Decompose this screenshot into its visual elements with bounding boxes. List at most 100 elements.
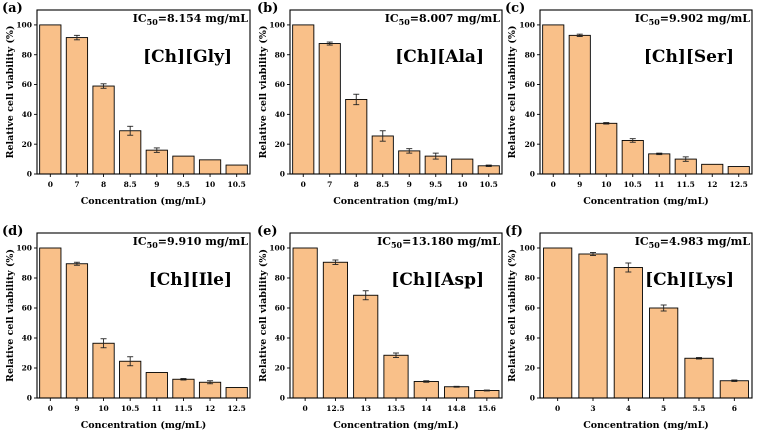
bar xyxy=(595,122,618,175)
y-tick-label: 60 xyxy=(275,304,285,313)
x-tick-label: 14 xyxy=(421,404,431,413)
bar xyxy=(119,360,142,399)
ic50-annotation: IC50=9.902 mg/mL xyxy=(635,12,751,27)
y-tick-label: 60 xyxy=(22,80,32,89)
y-tick-label: 80 xyxy=(525,50,535,59)
bar xyxy=(719,380,749,399)
y-tick-label: 60 xyxy=(525,80,535,89)
y-tick-label: 40 xyxy=(22,110,32,119)
compound-label: [Ch][Ile] xyxy=(149,270,232,290)
chart-panel-1: 0 7 8 8.5 9 9.5 10 10.5 0 20 40 60 80 100 Concentratio… xyxy=(257,1,503,207)
bar xyxy=(383,354,409,399)
x-tick-label: 10.5 xyxy=(228,180,246,189)
bar xyxy=(413,381,439,399)
x-tick-label: 10.5 xyxy=(121,404,139,413)
ic50-annotation: IC50=4.983 mg/mL xyxy=(635,235,751,250)
x-tick-label: 0 xyxy=(303,404,308,413)
bar xyxy=(684,357,714,399)
x-tick-label: 8 xyxy=(354,180,359,189)
y-tick-label: 20 xyxy=(525,364,535,373)
bar xyxy=(65,263,89,399)
y-tick-label: 80 xyxy=(275,274,285,283)
bar xyxy=(444,386,470,399)
y-tick-label: 40 xyxy=(275,110,285,119)
x-tick-label: 10.5 xyxy=(624,180,642,189)
x-tick-label: 8 xyxy=(101,180,106,189)
y-tick-label: 40 xyxy=(525,110,535,119)
x-tick-label: 6 xyxy=(732,404,737,413)
compound-label: [Ch][Ser] xyxy=(644,47,734,67)
plot-frame xyxy=(36,232,251,399)
x-tick-label: 4 xyxy=(626,404,631,413)
compound-label: [Ch][Lys] xyxy=(645,270,734,290)
x-tick-label: 3 xyxy=(590,404,595,413)
x-axis-label: Concentration (mg/mL) xyxy=(81,196,207,207)
y-tick-label: 40 xyxy=(275,334,285,343)
ic50-subscript: 50 xyxy=(649,17,661,27)
bar xyxy=(543,247,573,399)
x-axis-label: Concentration (mg/mL) xyxy=(333,196,459,207)
x-tick-label: 13 xyxy=(360,404,370,413)
panel-label: (a) xyxy=(2,1,23,16)
y-tick-label: 100 xyxy=(16,21,32,30)
y-tick-label: 20 xyxy=(22,364,32,373)
bar xyxy=(65,37,89,175)
y-tick-label: 60 xyxy=(525,304,535,313)
x-tick-label: 9 xyxy=(407,180,412,189)
ic50-value: =4.983 mg/mL xyxy=(660,235,750,248)
x-tick-label: 12 xyxy=(707,180,717,189)
x-tick-label: 11 xyxy=(654,180,664,189)
y-tick-label: 0 xyxy=(27,170,32,179)
x-tick-label: 10 xyxy=(601,180,611,189)
ic50-subscript: 50 xyxy=(391,240,403,250)
x-tick-label: 10.5 xyxy=(480,180,498,189)
bar xyxy=(371,135,394,175)
y-tick-label: 80 xyxy=(525,274,535,283)
ic50-subscript: 50 xyxy=(399,17,411,27)
bar xyxy=(542,24,565,175)
x-tick-label: 11.5 xyxy=(677,180,695,189)
plot-frame xyxy=(539,232,753,399)
y-tick-label: 0 xyxy=(280,394,285,403)
bar xyxy=(322,261,348,399)
x-tick-label: 11 xyxy=(152,404,162,413)
bar xyxy=(39,24,62,175)
bar xyxy=(225,387,248,399)
bar xyxy=(621,139,644,175)
x-tick-label: 14.8 xyxy=(447,404,465,413)
panel-label: (d) xyxy=(2,224,23,239)
x-tick-label: 15.6 xyxy=(478,404,496,413)
ic50-value: =8.154 mg/mL xyxy=(158,12,248,25)
x-tick-label: 0 xyxy=(48,180,53,189)
y-tick-label: 100 xyxy=(519,21,535,30)
y-tick-label: 20 xyxy=(525,140,535,149)
x-tick-label: 0 xyxy=(551,180,556,189)
bar xyxy=(451,158,474,175)
bar xyxy=(198,159,222,175)
bar xyxy=(578,253,608,399)
x-tick-label: 12.5 xyxy=(228,404,246,413)
bar xyxy=(145,149,168,175)
x-axis-label: Concentration (mg/mL) xyxy=(583,420,709,431)
x-tick-label: 12.5 xyxy=(730,180,748,189)
chart-panel-3: 0 9 10 10.5 11 11.5 12 12.5 0 20 40 60 80 100 Concentr… xyxy=(2,224,251,431)
bar xyxy=(648,153,671,175)
y-tick-label: 20 xyxy=(22,140,32,149)
y-tick-label: 100 xyxy=(519,244,535,253)
ic50-prefix: IC xyxy=(133,235,147,248)
y-tick-label: 40 xyxy=(525,334,535,343)
ic50-value: =9.910 mg/mL xyxy=(158,235,248,248)
ic50-prefix: IC xyxy=(635,12,649,25)
x-tick-label: 8.5 xyxy=(376,180,389,189)
x-tick-label: 8.5 xyxy=(124,180,137,189)
bar xyxy=(353,294,379,399)
bar xyxy=(292,24,315,175)
ic50-value: =9.902 mg/mL xyxy=(660,12,750,25)
compound-label: [Ch][Asp] xyxy=(391,270,484,290)
x-tick-label: 5.5 xyxy=(692,404,705,413)
x-tick-label: 9.5 xyxy=(177,180,190,189)
bar xyxy=(198,381,222,399)
x-tick-label: 12 xyxy=(205,404,215,413)
x-axis-label: Concentration (mg/mL) xyxy=(81,420,207,431)
y-tick-label: 60 xyxy=(275,80,285,89)
